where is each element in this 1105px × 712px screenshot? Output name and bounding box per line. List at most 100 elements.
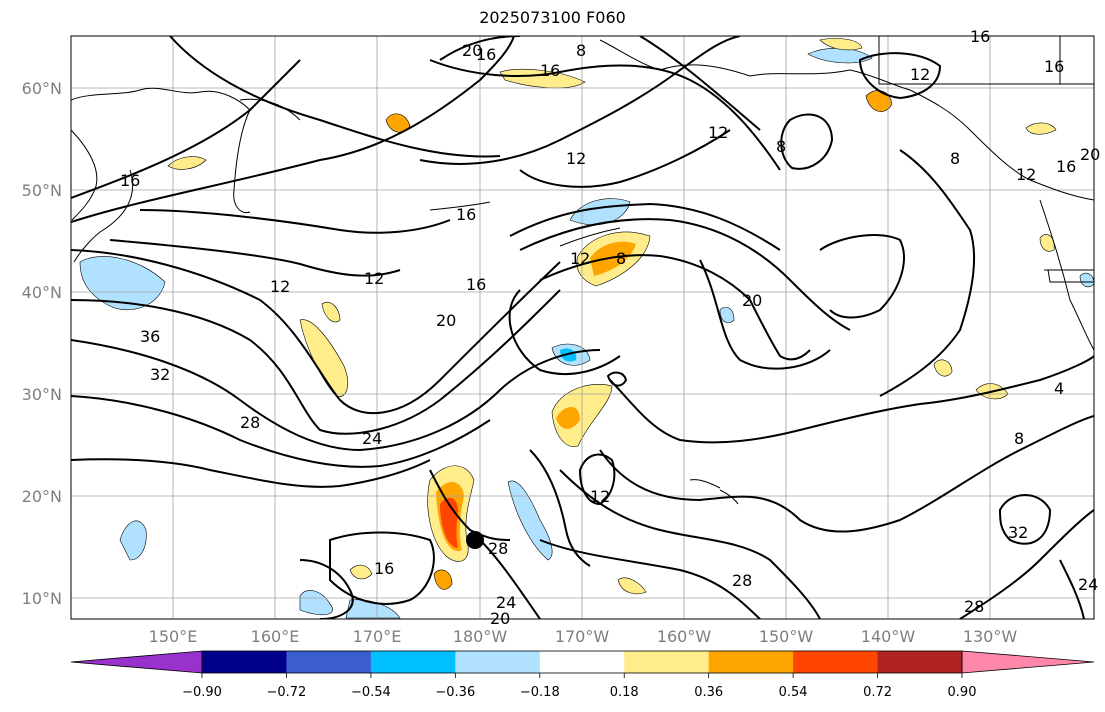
lat-label: 10°N xyxy=(22,589,62,608)
contour-label: 28 xyxy=(964,597,984,616)
lon-label: 170°E xyxy=(353,627,402,646)
contour-label: 20 xyxy=(436,311,456,330)
lon-label: 170°W xyxy=(555,627,610,646)
shade-patch xyxy=(507,480,553,561)
contour-label: 24 xyxy=(496,593,516,612)
contour-label: 8 xyxy=(616,249,626,268)
colorbar-cell xyxy=(286,651,372,673)
contour-label: 28 xyxy=(240,413,260,432)
colorbar-tick-label: −0.36 xyxy=(435,685,475,700)
lat-label: 50°N xyxy=(22,181,62,200)
contour-label: 12 xyxy=(364,269,384,288)
contour-label: 16 xyxy=(1056,157,1076,176)
lon-label: 140°W xyxy=(861,627,916,646)
shade-patch xyxy=(556,407,580,429)
colorbar-cell xyxy=(202,651,287,673)
shade-patch xyxy=(79,256,166,311)
lat-label: 30°N xyxy=(22,385,62,404)
shade-patch xyxy=(819,38,863,51)
contour-label: 12 xyxy=(708,123,728,142)
contour-label: 16 xyxy=(476,45,496,64)
shade-patch xyxy=(865,90,893,112)
colorbar-tick-label: −0.72 xyxy=(266,685,306,700)
shade-patch xyxy=(560,348,577,362)
contour-label-group: 16 8 16 20 12 16 16 12 8 12 16 8 16 20 1… xyxy=(120,27,1100,628)
colorbar-cell xyxy=(708,651,794,673)
lon-label: 160°W xyxy=(657,627,712,646)
shade-patch xyxy=(807,47,873,64)
contour-label: 16 xyxy=(120,171,140,190)
contour-label: 20 xyxy=(462,41,482,60)
coastlines xyxy=(71,36,1094,505)
shade-patch xyxy=(1039,234,1055,252)
contour-label: 16 xyxy=(456,205,476,224)
longitude-labels: 150°E 160°E 170°E 180°W 170°W 160°W 150°… xyxy=(149,627,1018,646)
colorbar-frame xyxy=(201,650,963,674)
contour-label: 28 xyxy=(732,571,752,590)
contour-label: 16 xyxy=(466,275,486,294)
contour-label: 16 xyxy=(1044,57,1064,76)
colorbar-tick-label: 0.36 xyxy=(694,685,723,700)
colorbar-cell xyxy=(793,651,879,673)
shade-patch xyxy=(385,113,411,133)
shade-patch xyxy=(617,577,647,595)
map-title: 2025073100 F060 xyxy=(479,8,626,27)
lat-label: 60°N xyxy=(22,79,62,98)
contour-label: 12 xyxy=(270,277,290,296)
lon-label: 180°W xyxy=(453,627,508,646)
shade-patch xyxy=(1079,272,1094,288)
colorbar-tick-label: 0.54 xyxy=(779,685,808,700)
contour-label: 12 xyxy=(566,149,586,168)
contour-label: 28 xyxy=(488,539,508,558)
colorbar-tick-label: 0.72 xyxy=(863,685,892,700)
colorbar-tick-label: 0.90 xyxy=(948,685,977,700)
lon-label: 160°E xyxy=(251,627,300,646)
colorbar-tick-label: −0.54 xyxy=(351,685,391,700)
colorbar-cell xyxy=(539,651,625,673)
contour-label: 8 xyxy=(1014,429,1024,448)
shade-patch xyxy=(933,359,953,377)
shade-patch xyxy=(1025,122,1057,135)
contour-label: 20 xyxy=(1080,145,1100,164)
contour-label: 8 xyxy=(576,41,586,60)
colorbar-tick-label: −0.18 xyxy=(520,685,560,700)
contour-label: 8 xyxy=(776,137,786,156)
shade-patch xyxy=(167,156,207,170)
contour-label: 4 xyxy=(1054,379,1064,398)
colorbar-tick-label: 0.18 xyxy=(610,685,639,700)
shade-patch xyxy=(299,319,348,397)
colorbar-ticks xyxy=(201,673,963,678)
shade-patch xyxy=(499,68,586,89)
contour-label: 32 xyxy=(150,365,170,384)
contour-label: 12 xyxy=(910,65,930,84)
shade-patch xyxy=(345,599,401,619)
contour-label: 16 xyxy=(374,559,394,578)
shaded-fields xyxy=(79,38,1094,619)
colorbar-cell xyxy=(455,651,541,673)
contour-label: 36 xyxy=(140,327,160,346)
shade-patch xyxy=(299,590,333,616)
shade-patch xyxy=(590,241,636,276)
contour-label: 24 xyxy=(1078,575,1098,594)
shade-patch xyxy=(433,569,453,590)
colorbar-extend-max xyxy=(961,650,1095,674)
contour-label: 20 xyxy=(742,291,762,310)
shade-patch xyxy=(719,307,735,323)
contour-label: 16 xyxy=(540,61,560,80)
map-frame xyxy=(70,35,1095,620)
storm-center-marker xyxy=(466,531,484,549)
contour-lines xyxy=(71,36,1094,619)
shade-patch xyxy=(119,520,147,561)
colorbar-extend-min xyxy=(70,650,203,674)
contour-label: 24 xyxy=(362,429,382,448)
lon-label: 130°W xyxy=(963,627,1018,646)
contour-label: 8 xyxy=(950,149,960,168)
colorbar-cell xyxy=(877,651,963,673)
latitude-labels: 60°N 50°N 40°N 30°N 20°N 10°N xyxy=(22,79,62,608)
colorbar-tick-label: −0.90 xyxy=(182,685,222,700)
colorbar-cell xyxy=(370,651,456,673)
colorbar-cells xyxy=(70,650,1095,674)
contour-label: 12 xyxy=(570,249,590,268)
lat-label: 20°N xyxy=(22,487,62,506)
